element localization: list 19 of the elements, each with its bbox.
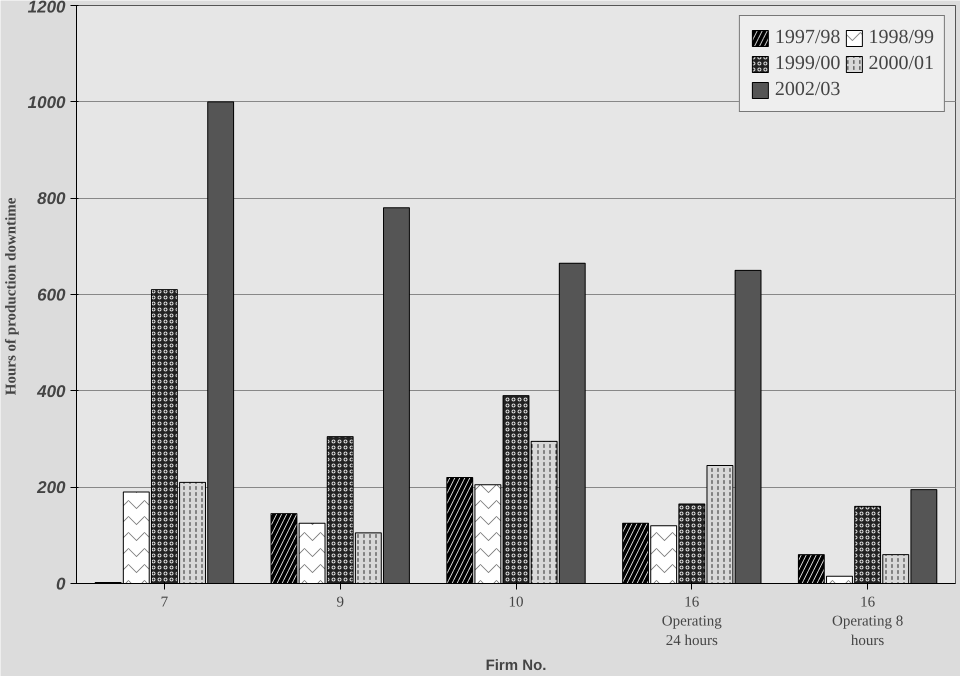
y-tick-label: 1000 — [28, 92, 66, 112]
legend-label: 2000/01 — [868, 52, 934, 75]
y-tick-label: 400 — [36, 382, 66, 401]
legend-label: 1999/00 — [774, 52, 840, 75]
x-axis-title: Firm No. — [486, 656, 546, 674]
y-tick-label: 1200 — [28, 0, 66, 16]
x-tick-label: 10 — [508, 594, 524, 610]
legend-label: 2002/03 — [774, 78, 840, 101]
y-tick-label: 0 — [56, 574, 66, 594]
legend-label: 1998/99 — [868, 26, 934, 49]
y-tick-label: 200 — [36, 478, 66, 498]
y-tick-label: 800 — [37, 189, 66, 208]
x-tick-label: 16 Operating 24 hours — [662, 594, 722, 649]
legend-label: 1997/98 — [774, 26, 840, 49]
x-tick-label: 9 — [336, 594, 344, 610]
x-tick-label: 7 — [160, 594, 169, 610]
x-tick-label: 16 Operating 8 hours — [832, 594, 904, 649]
y-axis-title: Hours of production downtime — [4, 197, 20, 396]
y-tick-label: 600 — [37, 286, 66, 304]
